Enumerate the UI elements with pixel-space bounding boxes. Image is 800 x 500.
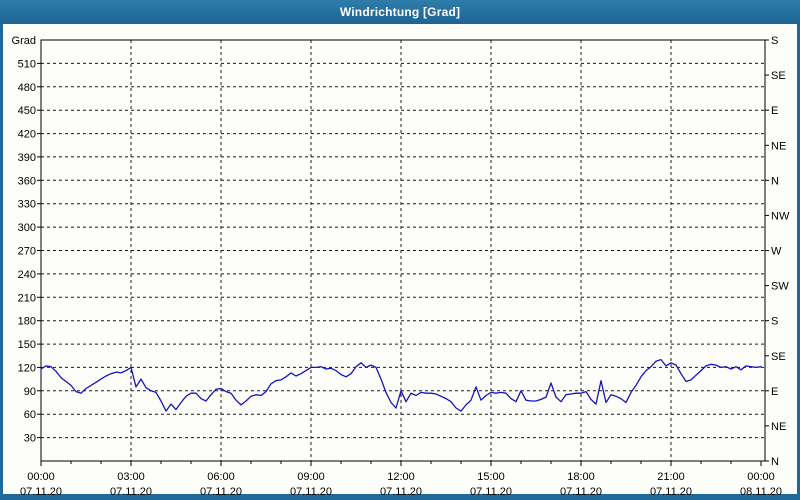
svg-text:06:00: 06:00 <box>207 471 235 483</box>
svg-text:270: 270 <box>18 246 36 258</box>
svg-text:150: 150 <box>18 339 36 351</box>
svg-text:07.11.20: 07.11.20 <box>470 486 512 498</box>
svg-text:NW: NW <box>771 210 790 222</box>
svg-text:12:00: 12:00 <box>387 471 415 483</box>
svg-text:Grad: Grad <box>12 35 36 47</box>
svg-text:S: S <box>771 35 778 47</box>
svg-text:07.11.20: 07.11.20 <box>560 486 602 498</box>
svg-text:60: 60 <box>24 409 36 421</box>
svg-text:09:00: 09:00 <box>297 471 325 483</box>
svg-text:120: 120 <box>18 362 36 374</box>
svg-text:03:00: 03:00 <box>117 471 145 483</box>
svg-text:21:00: 21:00 <box>657 471 685 483</box>
svg-text:NE: NE <box>771 140 786 152</box>
svg-text:90: 90 <box>24 386 36 398</box>
svg-text:300: 300 <box>18 222 36 234</box>
chart-container: 30 60 90 120 150 180 210 240 270 300 330 360 390 420 4… <box>3 24 797 498</box>
svg-text:07.11.20: 07.11.20 <box>20 486 62 498</box>
svg-text:07.11.20: 07.11.20 <box>380 486 422 498</box>
svg-text:W: W <box>771 246 782 258</box>
svg-text:07.11.20: 07.11.20 <box>650 486 692 498</box>
svg-text:E: E <box>771 386 778 398</box>
svg-text:30: 30 <box>24 433 36 445</box>
svg-text:08.11.20: 08.11.20 <box>740 486 782 498</box>
svg-text:420: 420 <box>18 129 36 141</box>
svg-text:N: N <box>771 175 779 187</box>
svg-text:07.11.20: 07.11.20 <box>200 486 242 498</box>
svg-text:390: 390 <box>18 152 36 164</box>
svg-text:07.11.20: 07.11.20 <box>290 486 332 498</box>
svg-text:240: 240 <box>18 269 36 281</box>
svg-text:E: E <box>771 105 778 117</box>
svg-text:15:00: 15:00 <box>477 471 505 483</box>
svg-text:180: 180 <box>18 316 36 328</box>
svg-text:N: N <box>771 456 779 468</box>
svg-text:00:00: 00:00 <box>747 471 775 483</box>
svg-text:210: 210 <box>18 292 36 304</box>
svg-text:S: S <box>771 316 778 328</box>
svg-text:18:00: 18:00 <box>567 471 595 483</box>
window-title: Windrichtung [Grad] <box>339 5 461 19</box>
svg-text:SE: SE <box>771 70 786 82</box>
svg-text:NE: NE <box>771 421 786 433</box>
svg-text:510: 510 <box>18 58 36 70</box>
svg-text:SW: SW <box>771 281 789 293</box>
svg-text:07.11.20: 07.11.20 <box>110 486 152 498</box>
svg-text:00:00: 00:00 <box>27 471 55 483</box>
windrichtung-chart: 30 60 90 120 150 180 210 240 270 300 330 360 390 420 4… <box>12 35 790 498</box>
svg-text:SE: SE <box>771 351 786 363</box>
svg-text:480: 480 <box>18 82 36 94</box>
window-titlebar: Windrichtung [Grad] <box>0 0 800 24</box>
svg-text:450: 450 <box>18 105 36 117</box>
svg-text:360: 360 <box>18 175 36 187</box>
svg-text:330: 330 <box>18 199 36 211</box>
